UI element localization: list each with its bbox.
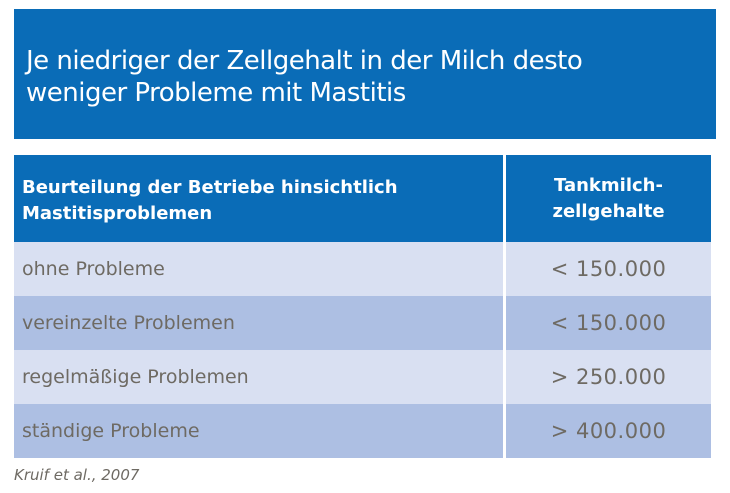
header-assessment-line1: Beurteilung der Betriebe hinsichtlich — [22, 176, 398, 198]
table-row: regelmäßige Problemen > 250.000 — [14, 350, 711, 404]
assessment-cell: ohne Probleme — [14, 242, 503, 296]
assessment-cell: ständige Probleme — [14, 404, 503, 458]
header-cell-count-line1: Tankmilch- — [554, 174, 663, 196]
header-cell-count: Tankmilch- zellgehalte — [506, 155, 711, 242]
title-line-2: weniger Probleme mit Mastitis — [26, 78, 406, 108]
table-row: ständige Probleme > 400.000 — [14, 404, 711, 458]
header-cell-count-line2: zellgehalte — [552, 200, 665, 222]
assessment-cell: regelmäßige Problemen — [14, 350, 503, 404]
header-assessment-line2: Mastitisproblemen — [22, 202, 213, 224]
table-row: ohne Probleme < 150.000 — [14, 242, 711, 296]
table-row: vereinzelte Problemen < 150.000 — [14, 296, 711, 350]
cell-count-cell: > 250.000 — [506, 350, 711, 404]
title-line-1: Je niedriger der Zellgehalt in der Milch… — [26, 46, 583, 76]
source-citation: Kruif et al., 2007 — [14, 466, 140, 484]
title-banner: Je niedriger der Zellgehalt in der Milch… — [14, 9, 716, 139]
mastitis-table: Beurteilung der Betriebe hinsichtlich Ma… — [14, 155, 711, 458]
cell-count-cell: < 150.000 — [506, 242, 711, 296]
cell-count-cell: > 400.000 — [506, 404, 711, 458]
table-header-row: Beurteilung der Betriebe hinsichtlich Ma… — [14, 155, 711, 242]
header-assessment: Beurteilung der Betriebe hinsichtlich Ma… — [14, 155, 503, 242]
assessment-cell: vereinzelte Problemen — [14, 296, 503, 350]
cell-count-cell: < 150.000 — [506, 296, 711, 350]
